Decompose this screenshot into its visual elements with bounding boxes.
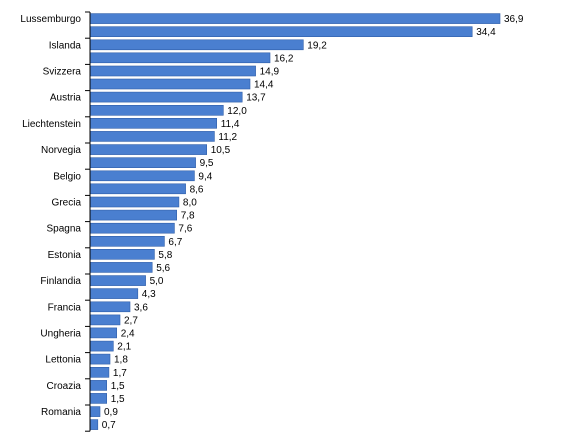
bar	[89, 52, 271, 64]
value-label: 1,8	[114, 355, 128, 366]
value-label: 14,9	[260, 67, 280, 78]
bar	[89, 380, 108, 391]
value-label: 19,2	[307, 40, 327, 51]
value-label: 5,6	[156, 263, 170, 274]
value-label: 6,7	[168, 237, 182, 248]
category-label: Francia	[48, 302, 82, 313]
bar	[89, 131, 215, 142]
value-label: 2,4	[121, 328, 135, 339]
value-label: 1,5	[111, 381, 125, 392]
category-label: Austria	[50, 93, 82, 104]
value-label: 0,9	[104, 407, 118, 418]
bar	[89, 366, 110, 378]
category-label: Ungheria	[40, 328, 81, 339]
bar	[89, 170, 195, 182]
bar	[89, 340, 114, 352]
bar	[89, 236, 165, 247]
value-label: 5,8	[158, 250, 172, 261]
value-label: 13,7	[246, 93, 266, 104]
bar	[89, 78, 251, 90]
value-label: 3,6	[134, 302, 148, 313]
bar	[89, 91, 243, 103]
value-label: 7,6	[178, 224, 192, 235]
category-label: Svizzera	[43, 67, 82, 78]
bar	[89, 406, 101, 417]
bar	[89, 144, 207, 155]
value-label: 8,6	[190, 184, 204, 195]
value-label: 34,4	[476, 27, 496, 38]
bar	[89, 222, 175, 234]
bar	[89, 419, 99, 430]
category-label: Islanda	[49, 40, 82, 51]
category-label: Lettonia	[45, 355, 81, 366]
category-label: Spagna	[47, 224, 82, 235]
bar	[89, 65, 256, 77]
bar	[89, 327, 118, 339]
bar	[89, 249, 155, 260]
value-label: 36,9	[504, 14, 524, 25]
category-label: Estonia	[48, 250, 82, 261]
category-label: Romania	[41, 407, 81, 418]
value-label: 4,3	[142, 289, 156, 300]
value-label: 8,0	[183, 198, 197, 209]
bar	[89, 393, 108, 404]
bar	[89, 314, 121, 326]
value-label: 16,2	[274, 53, 294, 64]
value-label: 14,4	[254, 80, 274, 91]
bar	[89, 288, 139, 299]
bar	[89, 275, 146, 286]
category-label: Norvegia	[41, 145, 81, 156]
value-label: 7,8	[181, 211, 195, 222]
bar	[89, 157, 196, 168]
bar	[89, 183, 186, 195]
category-label: Liechtenstein	[22, 119, 81, 130]
category-label: Croazia	[47, 381, 82, 392]
value-label: 1,7	[113, 368, 127, 379]
bar	[89, 196, 180, 208]
category-label: Finlandia	[40, 276, 81, 287]
bar	[89, 118, 217, 129]
bar	[89, 13, 501, 24]
category-label: Grecia	[52, 198, 82, 209]
value-label: 12,0	[227, 106, 247, 117]
bar	[89, 301, 131, 313]
category-label: Lussemburgo	[20, 14, 81, 25]
value-label: 2,1	[117, 342, 131, 353]
bar	[89, 39, 304, 51]
value-label: 1,5	[111, 394, 125, 405]
value-label: 11,2	[218, 132, 237, 143]
bar	[89, 353, 111, 365]
value-label: 9,4	[198, 171, 212, 182]
bar	[89, 105, 224, 116]
value-label: 11,4	[221, 119, 240, 130]
value-label: 5,0	[150, 276, 164, 287]
bar	[89, 262, 153, 273]
value-label: 2,7	[124, 315, 138, 326]
bar	[89, 26, 473, 38]
category-label: Belgio	[53, 171, 81, 182]
value-label: 9,5	[200, 158, 214, 169]
bar	[89, 209, 177, 221]
value-label: 10,5	[211, 145, 231, 156]
value-label: 0,7	[102, 420, 116, 431]
